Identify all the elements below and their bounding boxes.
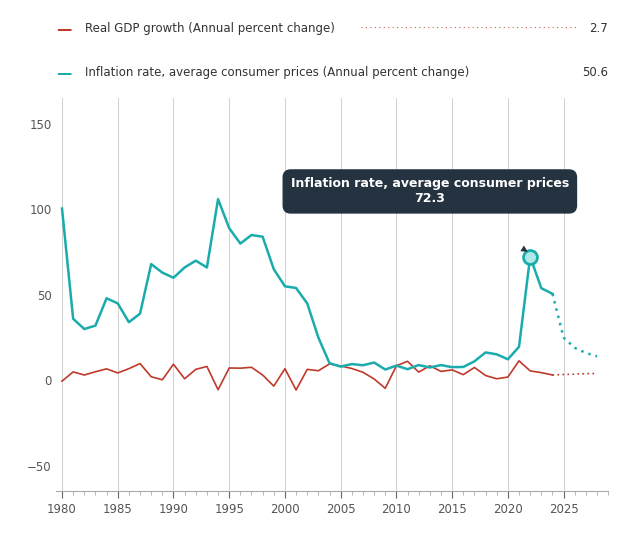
Text: —: — [56,22,72,37]
Text: Inflation rate, average consumer prices (Annual percent change): Inflation rate, average consumer prices … [85,66,469,79]
Text: 50.6: 50.6 [582,66,608,79]
Text: 2.7: 2.7 [589,22,608,35]
Text: Real GDP growth (Annual percent change): Real GDP growth (Annual percent change) [85,22,335,35]
Text: Inflation rate, average consumer prices
72.3: Inflation rate, average consumer prices … [291,177,569,252]
Text: —: — [56,66,72,80]
